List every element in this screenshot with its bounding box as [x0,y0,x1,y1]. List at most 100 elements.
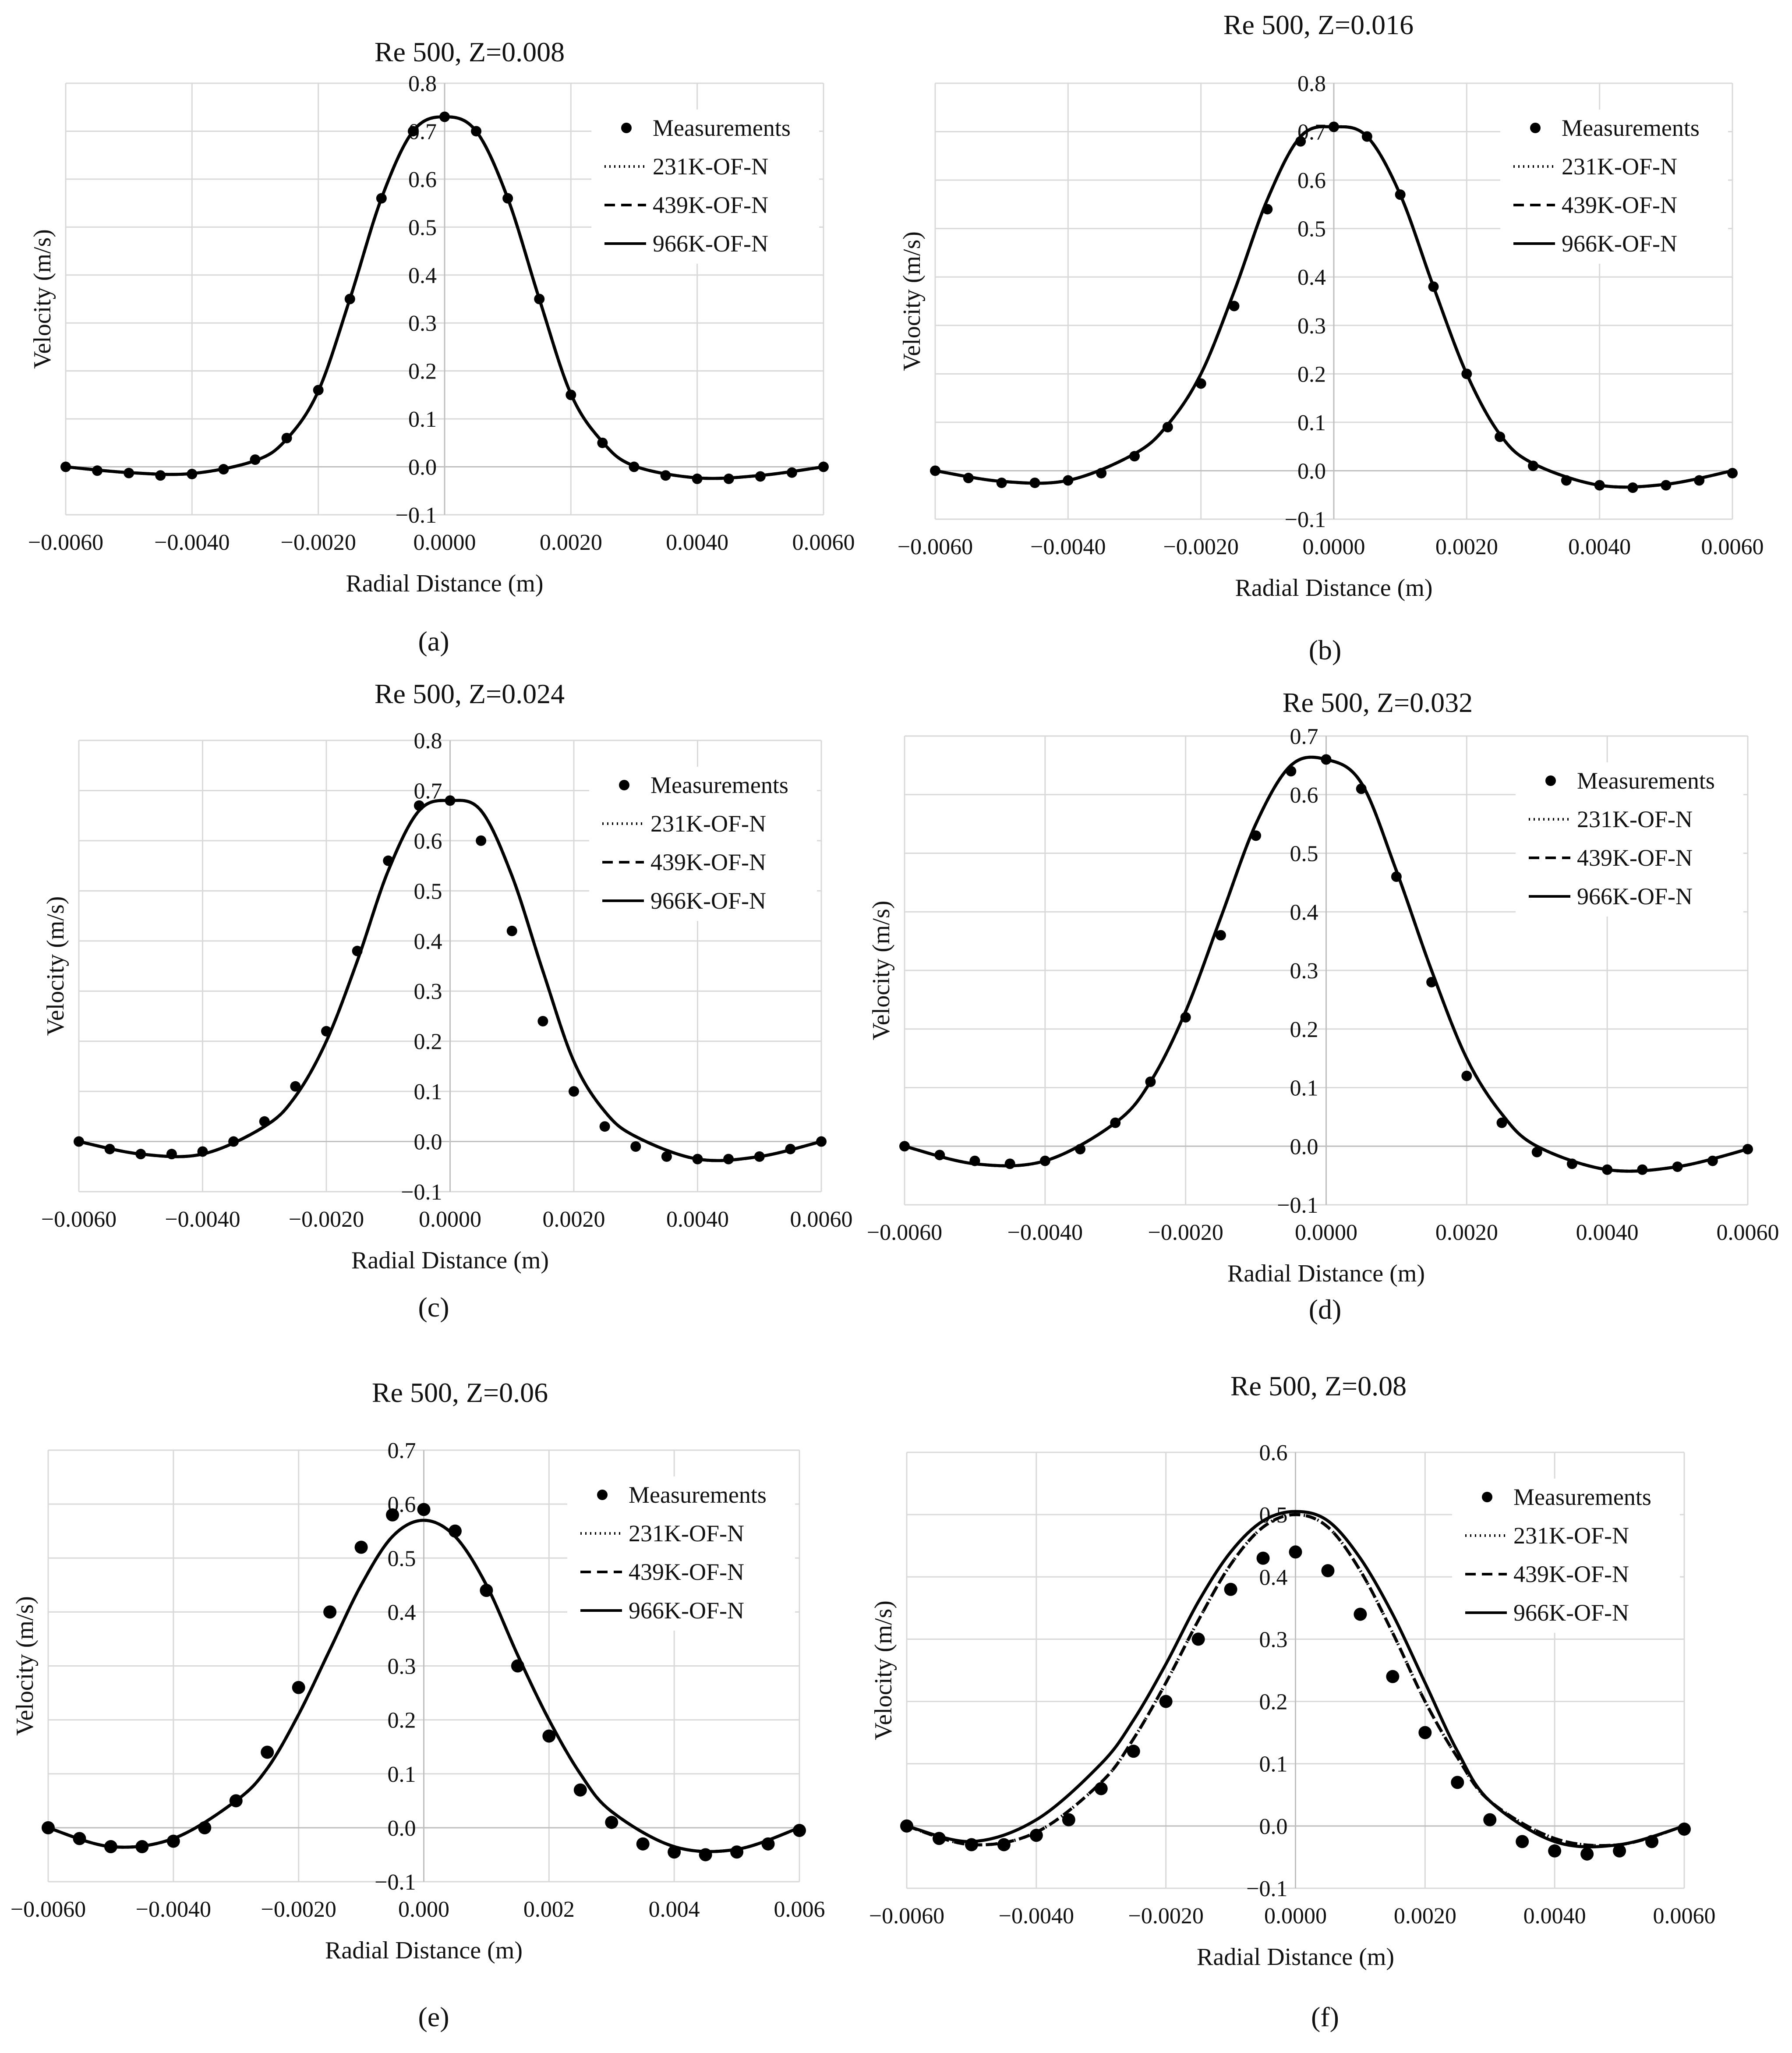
y-tick-label: 0.6 [408,167,437,192]
measurement-point [1428,281,1439,292]
measurement-point [197,1146,208,1157]
measurement-point [445,795,456,806]
measurement-point [692,473,703,484]
measurement-point [1321,754,1332,765]
chart-panel-a: −0.10.00.10.20.30.40.50.60.70.8−0.0060 −0… [28,36,855,657]
x-axis-title: Radial Distance (m) [1227,1260,1425,1287]
chart-panel-f: −0.10.00.10.20.30.40.50.6−0.0060 −0.0040−… [869,1370,1716,2032]
measurement-point [1528,460,1538,471]
measurement-point [730,1845,744,1859]
measurement-point [506,925,517,936]
measurement-point [229,1794,243,1808]
chart-title: Re 500, Z=0.008 [375,36,565,67]
measurement-point [1386,1670,1400,1683]
x-tick-label: 0.0040 [1568,534,1631,559]
x-tick-label: −0.0060 [28,530,103,555]
y-tick-label: 0.2 [1290,1017,1318,1042]
measurement-point [448,1524,462,1538]
y-tick-label: 0.7 [388,1438,416,1463]
legend-label: 231K-OF-N [653,153,768,180]
x-tick-label: −0.0020 [261,1897,336,1922]
measurement-point [321,1026,332,1037]
measurement-point [1075,1143,1086,1154]
measurement-point [785,1143,796,1154]
measurement-point [1483,1813,1497,1826]
y-tick-label: 0.1 [1259,1752,1288,1777]
x-axis-title: Radial Distance (m) [1197,1943,1394,1971]
measurement-point [1215,930,1226,941]
x-axis-title: Radial Distance (m) [351,1247,549,1274]
measurement-point [187,468,198,479]
x-axis-title: Radial Distance (m) [346,570,544,597]
measurement-point [1004,1158,1015,1169]
measurement-point [793,1824,806,1837]
y-tick-label: 0.3 [414,979,442,1004]
measurement-point [383,855,394,866]
y-axis-title: Velocity (m/s) [870,1600,897,1740]
legend-marker-measurements [621,123,632,133]
x-tick-label: −0.0060 [41,1207,117,1232]
chart-panel-e: −0.10.00.10.20.30.40.50.60.7−0.0060 −0.00… [11,1377,825,2032]
measurement-point [573,1783,587,1797]
legend-label: 439K-OF-N [1562,192,1677,218]
measurement-point [1289,1545,1302,1559]
measurement-point [1224,1582,1237,1596]
x-tick-label: 0.0060 [1717,1220,1779,1245]
legend-label: 966K-OF-N [1577,883,1693,910]
panel-caption: (a) [418,626,449,657]
measurement-point [155,470,166,481]
x-tick-label: 0.0020 [1394,1904,1456,1929]
measurement-point [92,465,103,476]
legend-label: 439K-OF-N [1513,1561,1629,1587]
measurement-point [104,1143,115,1154]
measurement-point [42,1821,55,1834]
x-tick-label: 0.0060 [792,530,855,555]
y-tick-label: 0.1 [414,1080,442,1104]
y-tick-label: −0.1 [396,503,437,528]
y-tick-label: 0.1 [1297,411,1326,435]
y-tick-label: 0.5 [1290,842,1318,867]
measurement-point [166,1834,180,1848]
y-tick-label: 0.2 [1259,1690,1288,1715]
measurement-point [1229,301,1240,311]
x-tick-label: −0.0020 [1148,1220,1223,1245]
measurement-point [566,389,576,400]
measurement-point [997,1838,1011,1851]
x-tick-label: −0.0020 [1128,1904,1204,1929]
measurement-point [323,1605,337,1619]
x-tick-label: 0.0000 [1264,1904,1327,1929]
measurement-point [1295,136,1306,147]
x-tick-label: 0.0000 [414,530,476,555]
legend-label: 439K-OF-N [1577,845,1693,871]
legend-label: 231K-OF-N [650,811,766,837]
x-tick-label: 0.002 [523,1897,575,1922]
legend-background [567,1476,795,1631]
x-tick-label: −0.0020 [281,530,356,555]
y-tick-label: 0.6 [414,829,442,854]
measurement-point [723,473,734,484]
x-tick-label: −0.0040 [999,1904,1074,1929]
measurement-point [1321,1564,1335,1578]
y-tick-label: 0.3 [1259,1627,1288,1652]
measurement-point [1548,1844,1562,1858]
measurement-point [597,437,608,448]
y-tick-label: 0.4 [1259,1565,1288,1590]
measurement-point [198,1821,212,1834]
measurement-point [1743,1143,1753,1154]
y-tick-label: 0.5 [1297,217,1326,242]
x-tick-label: −0.0020 [289,1207,364,1232]
legend-label: 966K-OF-N [629,1597,744,1624]
x-tick-label: 0.006 [774,1897,825,1922]
chart-panel-b: −0.10.00.10.20.30.40.50.60.70.8−0.0060 −0… [898,9,1764,665]
measurement-point [60,461,71,472]
chart-title: Re 500, Z=0.024 [375,678,565,709]
y-tick-label: 0.3 [1290,959,1318,984]
measurement-point [1418,1726,1432,1739]
measurement-point [534,294,545,304]
measurement-point [1256,1551,1270,1565]
y-tick-label: 0.4 [408,263,437,288]
y-tick-label: 0.0 [1259,1814,1288,1839]
chart-panel-d: −0.1 0.0 0.1 0.2 0.3 0.4 0.5 0.6 0.7 −0.0060 −0.00… [867,687,1779,1325]
y-tick-label: 0.2 [388,1708,416,1733]
